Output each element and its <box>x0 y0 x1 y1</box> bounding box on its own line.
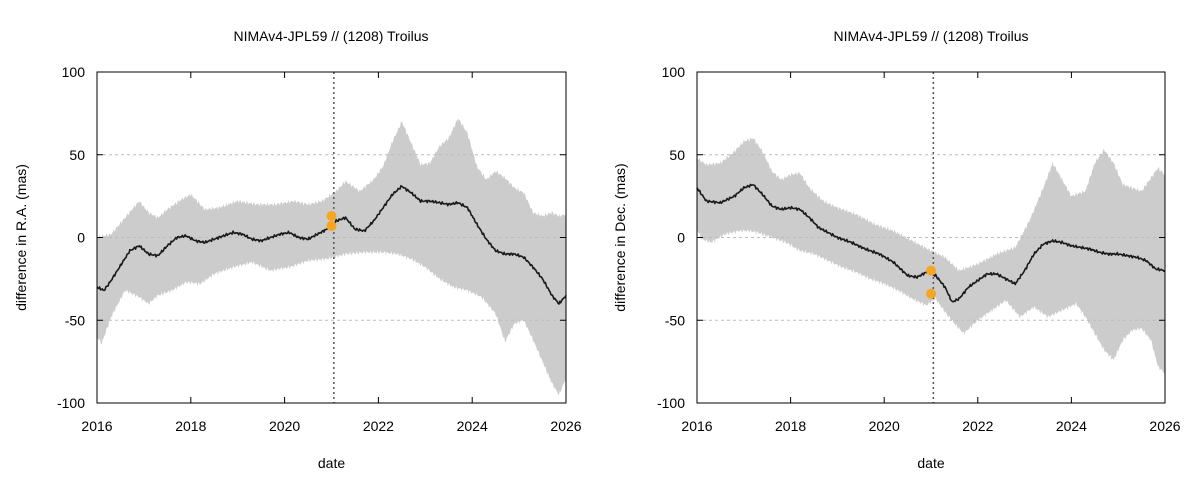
observation-point <box>926 265 936 276</box>
x-tick-label: 2020 <box>869 418 900 434</box>
y-tick-label: -50 <box>665 312 685 328</box>
x-tick-label: 2024 <box>1056 418 1087 434</box>
y-tick-label: 50 <box>669 147 685 163</box>
chart-title: NIMAv4-JPL59 // (1208) Troilus <box>833 28 1028 44</box>
observation-point <box>326 210 337 221</box>
y-tick-label: 0 <box>677 230 685 246</box>
x-tick-label: 2024 <box>457 418 488 434</box>
y-axis-label: difference in R.A. (mas) <box>13 164 29 311</box>
x-axis-label: date <box>318 455 345 471</box>
y-tick-label: 0 <box>77 230 85 246</box>
chart-panel-1: NIMAv4-JPL59 // (1208) Troilus -100 -50 0 50… <box>13 28 582 471</box>
x-tick-label: 2026 <box>1149 418 1180 434</box>
y-tick-label: -100 <box>57 395 85 411</box>
x-tick-label: 2016 <box>681 418 712 434</box>
x-tick-label: 2022 <box>962 418 993 434</box>
x-tick-label: 2016 <box>81 418 112 434</box>
x-tick-label: 2018 <box>775 418 806 434</box>
chart-panel-2: NIMAv4-JPL59 // (1208) Troilus -100 -50 0 50… <box>612 28 1181 471</box>
y-tick-label: -100 <box>657 395 685 411</box>
observation-point <box>926 288 936 299</box>
x-tick-label: 2026 <box>550 418 581 434</box>
x-axis-label: date <box>917 455 944 471</box>
y-tick-label: -50 <box>65 312 85 328</box>
y-tick-label: 50 <box>69 147 85 163</box>
x-tick-label: 2022 <box>363 418 394 434</box>
y-axis-label: difference in Dec. (mas) <box>612 163 628 311</box>
y-tick-label: 100 <box>662 64 686 80</box>
y-tick-label: 100 <box>62 64 86 80</box>
uncertainty-band <box>697 137 1165 374</box>
x-tick-label: 2018 <box>175 418 206 434</box>
chart-title: NIMAv4-JPL59 // (1208) Troilus <box>233 28 428 44</box>
observation-point <box>326 220 337 231</box>
uncertainty-band <box>97 118 566 396</box>
x-tick-label: 2020 <box>269 418 300 434</box>
